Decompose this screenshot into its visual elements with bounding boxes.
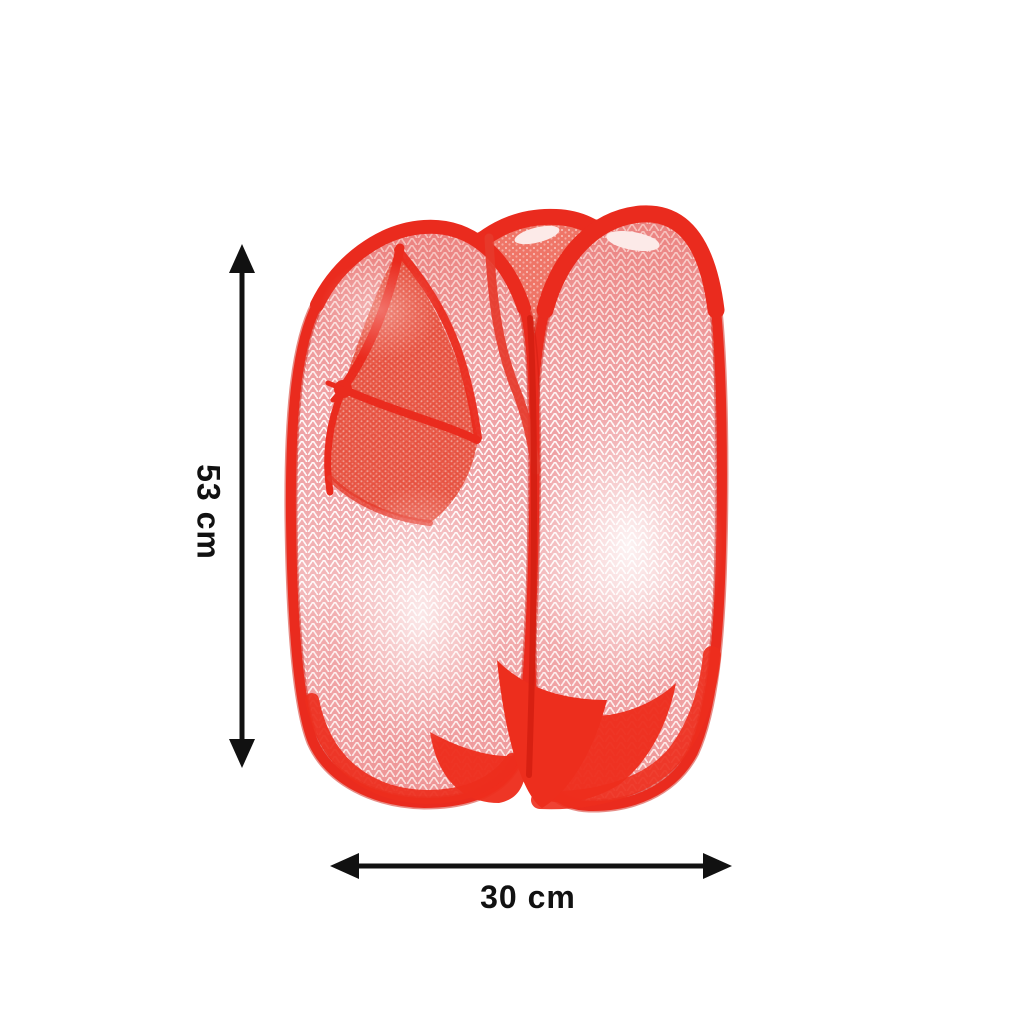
hamper-left-rim [310,219,531,315]
arrow-right-icon [703,853,732,879]
hamper-right-rim [536,205,725,319]
hamper-base-left [430,732,527,803]
hamper-center-seam [526,315,538,778]
hamper-handle-slot-front [606,230,660,252]
hamper-base-cleft [497,660,607,808]
pocket-top-cord [339,385,481,444]
arrow-down-icon [229,739,255,768]
product-image [284,205,729,813]
width-dimension: 30 cm [330,853,732,915]
hamper-left-panel [284,219,542,810]
width-dimension-label: 30 cm [480,879,576,915]
arrow-up-icon [229,244,255,273]
height-dimension: 53 cm [191,244,255,768]
hamper-handle-slot-back [514,225,560,245]
height-dimension-label: 53 cm [191,464,227,560]
arrow-left-icon [330,853,359,879]
